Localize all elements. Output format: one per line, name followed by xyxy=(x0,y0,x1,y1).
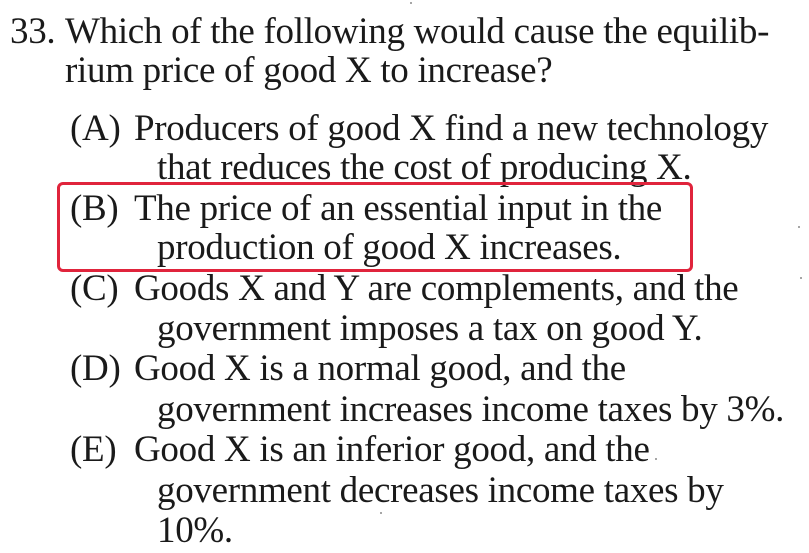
option-c-line-2: government imposes a tax on good Y. xyxy=(157,308,703,349)
option-a-line-1: Producers of good X find a new technolog… xyxy=(134,108,769,149)
option-e-line-1: Good X is an inferior good, and the xyxy=(134,429,650,470)
option-b-line-1: The price of an essential input in the xyxy=(134,188,663,229)
option-d-letter: (D) xyxy=(70,348,121,389)
option-d-line-2: government increases income taxes by 3%. xyxy=(157,389,785,430)
question-number: 33. xyxy=(10,11,56,52)
option-a-letter: (A) xyxy=(70,108,121,149)
option-e-line-3: 10%. xyxy=(157,510,233,551)
option-e-letter: (E) xyxy=(70,429,117,470)
question-stem-line-1: Which of the following would cause the e… xyxy=(65,11,770,52)
option-e-line-2: government decreases income taxes by xyxy=(157,470,724,511)
option-c-line-1: Goods X and Y are complements, and the xyxy=(134,268,739,309)
option-c-letter: (C) xyxy=(70,268,119,309)
question-stem-line-2: rium price of good X to increase? xyxy=(65,50,553,91)
option-b-line-2: production of good X increases. xyxy=(157,227,622,268)
option-b-letter: (B) xyxy=(70,188,119,229)
option-d-line-1: Good X is a normal good, and the xyxy=(134,348,626,389)
option-a-line-2: that reduces the cost of producing X. xyxy=(157,147,692,188)
option-b-highlight-box xyxy=(57,182,693,272)
